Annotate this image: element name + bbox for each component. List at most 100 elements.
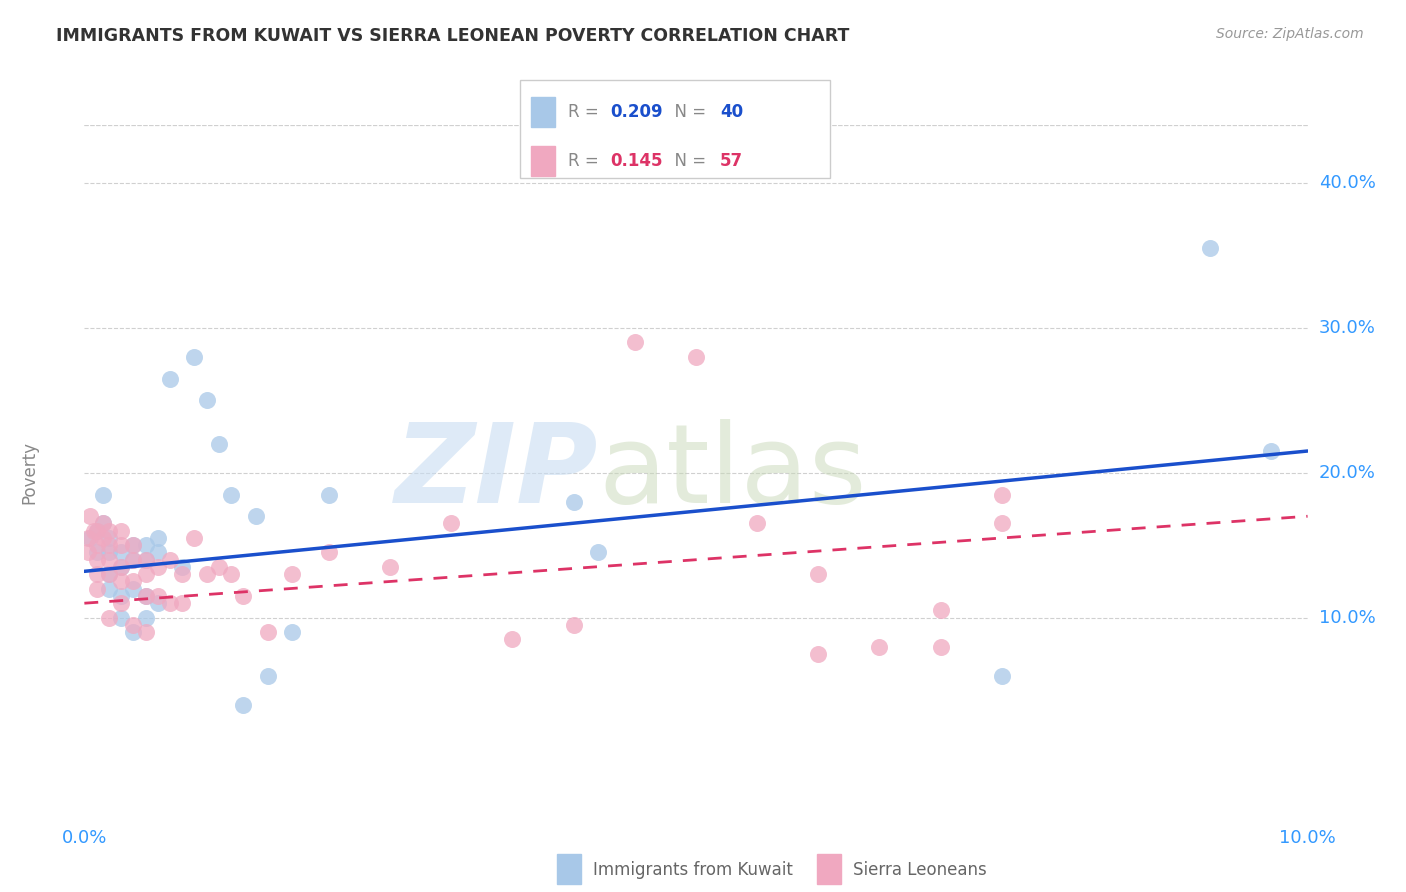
Point [135,610,157,624]
Point [91,516,114,531]
Point [97,582,120,596]
Text: Sierra Leoneans: Sierra Leoneans [853,861,987,879]
Point [122,538,145,552]
Text: Immigrants from Kuwait: Immigrants from Kuwait [593,861,793,879]
Point [747,516,769,531]
Point [1260,444,1282,458]
Text: ZIP: ZIP [395,419,598,526]
Point [146,531,169,545]
Point [135,589,157,603]
Text: 20.0%: 20.0% [1319,464,1375,482]
Text: 30.0%: 30.0% [1319,318,1375,337]
Point [83,524,105,538]
Point [135,625,157,640]
Point [79,509,101,524]
Point [91,516,114,531]
Point [91,487,114,501]
Point [440,516,463,531]
Point [110,524,132,538]
Point [991,516,1014,531]
Point [122,574,145,589]
Text: 40: 40 [720,103,742,120]
Point [86,567,108,582]
Point [110,574,132,589]
Point [172,560,194,574]
Point [86,538,108,552]
Point [195,567,218,582]
Point [929,640,952,654]
Point [146,589,169,603]
Point [869,640,891,654]
Point [135,589,157,603]
Point [122,625,145,640]
Point [110,560,132,574]
Point [122,538,145,552]
Point [79,531,101,545]
Point [586,545,609,559]
Point [624,335,647,350]
Point [135,552,157,567]
Point [122,618,145,632]
Point [991,487,1014,501]
Point [929,603,952,617]
Point [110,538,132,552]
Point [257,669,280,683]
Point [245,509,267,524]
Point [219,487,242,501]
Text: 0.209: 0.209 [610,103,662,120]
Point [110,610,132,624]
Point [86,582,108,596]
Point [318,487,340,501]
Point [183,350,205,364]
Point [232,698,254,712]
Point [91,531,114,545]
Point [219,567,242,582]
Point [1198,241,1220,255]
Point [172,596,194,610]
Point [110,545,132,559]
Text: N =: N = [664,152,711,169]
Text: 0.145: 0.145 [610,152,662,169]
Text: 57: 57 [720,152,742,169]
Point [281,567,304,582]
Point [159,371,181,385]
Point [110,589,132,603]
Point [97,610,120,624]
Point [807,647,830,661]
Point [77,545,100,559]
Point [159,596,181,610]
Point [77,531,100,545]
Point [110,560,132,574]
Text: R =: R = [568,103,605,120]
Point [86,524,108,538]
Text: atlas: atlas [598,419,866,526]
Point [159,552,181,567]
Text: 40.0%: 40.0% [1319,174,1375,192]
Point [502,632,524,647]
Point [97,567,120,582]
Text: N =: N = [664,103,711,120]
Point [97,524,120,538]
Point [146,545,169,559]
Point [183,531,205,545]
Point [562,494,585,508]
Point [110,596,132,610]
Point [146,560,169,574]
Point [122,552,145,567]
Point [685,350,707,364]
Text: 10.0%: 10.0% [1319,608,1375,627]
Point [380,560,402,574]
Point [232,589,254,603]
Point [122,552,145,567]
Point [562,618,585,632]
Point [97,552,120,567]
Text: R =: R = [568,152,605,169]
Point [135,552,157,567]
Point [257,625,280,640]
Point [135,538,157,552]
Text: Poverty: Poverty [20,442,38,504]
Point [172,567,194,582]
Text: IMMIGRANTS FROM KUWAIT VS SIERRA LEONEAN POVERTY CORRELATION CHART: IMMIGRANTS FROM KUWAIT VS SIERRA LEONEAN… [56,27,849,45]
Text: Source: ZipAtlas.com: Source: ZipAtlas.com [1216,27,1364,41]
Point [318,545,340,559]
